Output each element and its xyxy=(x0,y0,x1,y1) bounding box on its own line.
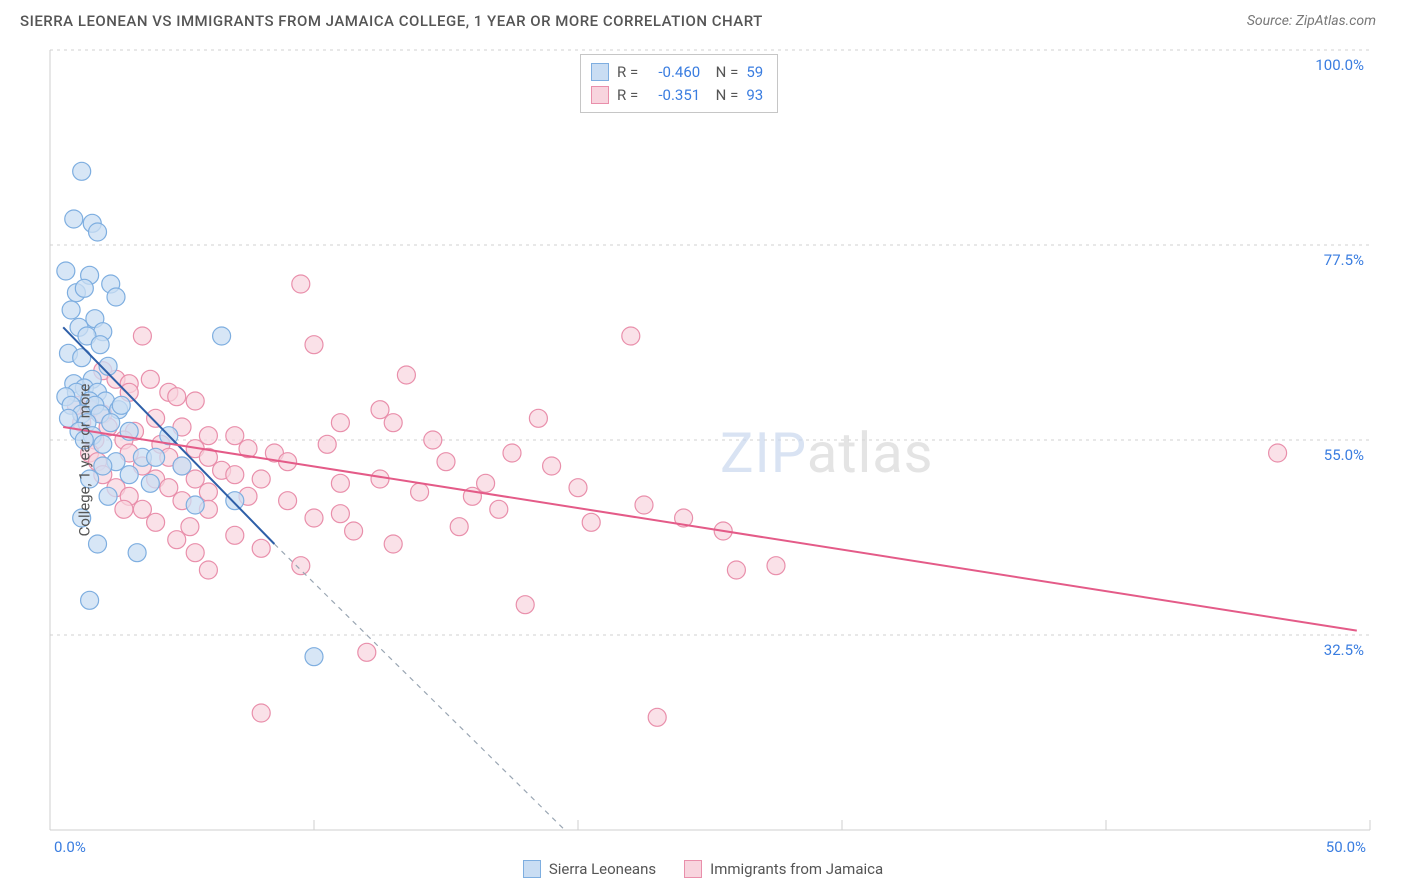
svg-text:50.0%: 50.0% xyxy=(1326,838,1366,856)
stat-n-value: 59 xyxy=(746,61,763,84)
stat-n-label: N = xyxy=(708,61,738,84)
chart-title: SIERRA LEONEAN VS IMMIGRANTS FROM JAMAIC… xyxy=(20,12,763,30)
svg-text:32.5%: 32.5% xyxy=(1324,641,1364,659)
y-axis-label: College, 1 year or more xyxy=(75,384,93,537)
stat-r-value: -0.460 xyxy=(646,61,700,84)
svg-text:77.5%: 77.5% xyxy=(1324,251,1364,269)
legend-label: Immigrants from Jamaica xyxy=(710,860,883,878)
legend-item: Sierra Leoneans xyxy=(523,860,656,878)
legend: Sierra Leoneans Immigrants from Jamaica xyxy=(0,860,1406,878)
svg-text:55.0%: 55.0% xyxy=(1324,446,1364,464)
chart-container: College, 1 year or more 32.5% 55.0% 77.5% 1… xyxy=(0,40,1406,880)
stat-r-label: R = xyxy=(617,61,638,84)
correlation-stats-box: R = -0.460 N = 59R = -0.351 N = 93 xyxy=(580,54,778,113)
legend-label: Sierra Leoneans xyxy=(549,860,656,878)
legend-swatch xyxy=(684,860,702,878)
stat-swatch xyxy=(591,86,609,104)
svg-text:0.0%: 0.0% xyxy=(54,838,86,856)
legend-item: Immigrants from Jamaica xyxy=(684,860,883,878)
stat-row: R = -0.460 N = 59 xyxy=(591,61,763,84)
svg-text:100.0%: 100.0% xyxy=(1315,56,1364,74)
source-attribution: Source: ZipAtlas.com xyxy=(1247,13,1376,29)
stat-n-label: N = xyxy=(708,84,738,107)
stat-n-value: 93 xyxy=(746,84,763,107)
stat-r-label: R = xyxy=(617,84,638,107)
stat-row: R = -0.351 N = 93 xyxy=(591,84,763,107)
scatter-plot: 32.5% 55.0% 77.5% 100.0% 0.0% 50.0% xyxy=(0,40,1406,860)
legend-swatch xyxy=(523,860,541,878)
stat-r-value: -0.351 xyxy=(646,84,700,107)
stat-swatch xyxy=(591,63,609,81)
